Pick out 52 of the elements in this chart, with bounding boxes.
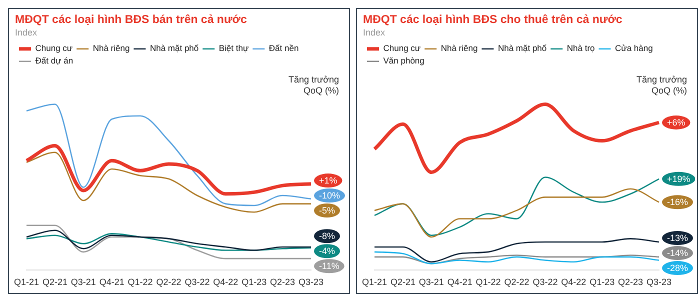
- x-tick-label: Q2-22: [504, 277, 530, 288]
- legend-label: Nhà mặt phố: [150, 43, 199, 54]
- x-tick-label: Q3-23: [646, 277, 672, 288]
- x-tick-label: Q4-21: [447, 277, 472, 288]
- chart-subtitle: Index: [15, 28, 38, 38]
- chart-title: MĐQT các loại hình BĐS bán trên cả nước: [15, 14, 248, 26]
- x-tick-label: Q2-21: [42, 277, 68, 288]
- legend-label: Chung cư: [35, 43, 73, 54]
- legend-label: Nhà mặt phố: [498, 43, 547, 54]
- annotation: -14%: [666, 248, 688, 258]
- x-tick-label: Q2-23: [270, 277, 296, 288]
- legend-label: Đất nền: [268, 43, 299, 54]
- chart-subtitle: Index: [363, 28, 386, 38]
- annotation: +6%: [667, 117, 686, 128]
- annotation: +19%: [666, 174, 690, 184]
- x-tick-label: Q1-23: [590, 277, 615, 288]
- annotation: -11%: [319, 261, 340, 272]
- x-tick-label: Q2-22: [156, 277, 182, 288]
- chart-title: MĐQT các loại hình BĐS cho thuê trên cả nước: [363, 14, 623, 26]
- x-tick-label: Q3-22: [532, 277, 558, 288]
- annotation: -10%: [318, 190, 340, 200]
- x-tick-label: Q1-21: [14, 277, 40, 288]
- legend-label: Đất dự án: [35, 56, 74, 66]
- text: Tăng trưởng QoQ (%): [288, 74, 339, 96]
- x-tick-label: Q3-22: [184, 277, 210, 288]
- x-tick-label: Q1-23: [242, 277, 267, 288]
- text: Tăng trưởng QoQ (%): [636, 74, 687, 96]
- legend-label: Cửa hàng: [614, 43, 654, 54]
- legend-label: Nhà riêng: [440, 43, 478, 54]
- x-tick-label: Q4-22: [561, 277, 586, 288]
- x-tick-label: Q2-21: [390, 277, 416, 288]
- x-tick-label: Q4-21: [99, 277, 124, 288]
- x-tick-label: Q4-22: [213, 277, 238, 288]
- annotation: -16%: [666, 197, 688, 208]
- legend-label: Chung cư: [383, 43, 421, 54]
- annotation: -4%: [318, 246, 336, 256]
- x-tick-label: Q1-21: [362, 277, 388, 288]
- legend-label: Nhà trọ: [566, 43, 596, 54]
- x-tick-label: Q3-21: [418, 277, 444, 288]
- annotation: -28%: [666, 263, 688, 274]
- x-tick-label: Q2-23: [618, 277, 644, 288]
- legend-label: Biệt thự: [218, 43, 249, 54]
- annotation: +1%: [319, 176, 338, 186]
- x-tick-label: Q1-22: [128, 277, 153, 288]
- x-tick-label: Q1-22: [476, 277, 501, 288]
- legend-label: Nhà riêng: [92, 43, 130, 54]
- x-tick-label: Q3-21: [70, 277, 96, 288]
- annotation: -8%: [318, 231, 336, 242]
- legend-label: Văn phòng: [383, 56, 425, 66]
- annotation: -5%: [318, 206, 336, 216]
- x-tick-label: Q3-23: [298, 277, 324, 288]
- annotation: -13%: [666, 233, 688, 244]
